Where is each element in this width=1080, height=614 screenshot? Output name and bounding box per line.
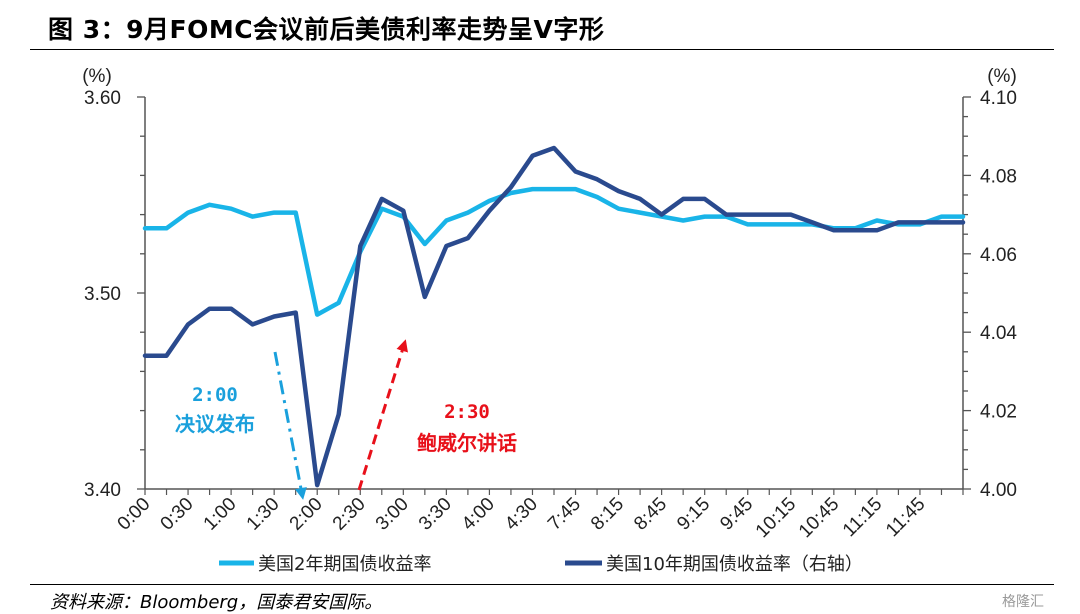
left-axis-unit: (%)	[82, 66, 112, 87]
annotation-time-decision: 2:00	[192, 384, 238, 406]
figure-title: 图 3：9月FOMC会议前后美债利率走势呈V字形	[48, 15, 605, 44]
x-tick-label: 1:00	[200, 494, 241, 535]
series-line-10y	[142, 145, 966, 488]
left-axis-ticks: 3.60 3.50 3.40	[84, 88, 145, 501]
right-tick-label: 4.10	[980, 88, 1017, 109]
annotation-arrow-decision	[273, 351, 307, 500]
x-tick-label: 9:45	[716, 494, 757, 535]
x-tick-label: 1:30	[243, 494, 284, 535]
annotation-label-decision: 决议发布	[175, 412, 255, 436]
annotation-arrow-speech	[357, 339, 408, 491]
left-tick-label: 3.50	[84, 284, 121, 305]
x-tick-label: 8:45	[630, 494, 671, 535]
x-tick-label: 2:30	[329, 494, 370, 535]
right-axis-unit: (%)	[987, 66, 1017, 87]
legend-label-10y: 美国10年期国债收益率（右轴）	[606, 554, 863, 575]
right-tick-label: 4.06	[980, 245, 1017, 266]
annotation-time-speech: 2:30	[444, 401, 490, 423]
left-tick-label: 3.40	[84, 480, 121, 501]
left-tick-label: 3.60	[84, 88, 121, 109]
x-tick-label: 11:45	[882, 494, 929, 541]
x-tick-label: 3:00	[372, 494, 413, 535]
right-tick-label: 4.00	[980, 480, 1017, 501]
right-tick-label: 4.02	[980, 402, 1017, 423]
x-tick-label: 10:15	[752, 494, 800, 542]
x-tick-label: 11:15	[839, 494, 886, 541]
series-line-2y	[142, 186, 966, 317]
title-rule	[30, 49, 1054, 50]
x-tick-label: 10:45	[795, 494, 843, 542]
x-tick-label: 9:15	[673, 494, 714, 535]
right-tick-label: 4.08	[980, 166, 1017, 187]
x-tick-label: 8:15	[587, 494, 628, 535]
right-tick-label: 4.04	[980, 323, 1017, 344]
annotation-label-speech: 鲍威尔讲话	[417, 431, 517, 455]
x-tick-label: 7:45	[544, 494, 585, 535]
source-rule	[30, 584, 1054, 585]
x-tick-label: 4:30	[501, 494, 542, 535]
x-tick-label: 3:30	[415, 494, 456, 535]
x-tick-label: 0:30	[157, 494, 198, 535]
source-note: 资料来源：Bloomberg，国泰君安国际。	[50, 592, 383, 613]
watermark-logo: 格隆汇	[1002, 594, 1044, 610]
legend-label-2y: 美国2年期国债收益率	[258, 554, 431, 575]
x-tick-label: 4:00	[458, 494, 499, 535]
x-axis-ticks: 0:00 0:30 1:00 1:30 2:00 2:30 3:00 3:30 4:00 4:30…	[114, 489, 964, 542]
right-axis-ticks: 4.10 4.08 4.06 4.04 4.02 4.00	[963, 88, 1017, 501]
x-tick-label: 2:00	[286, 494, 327, 535]
legend: 美国2年期国债收益率 美国10年期国债收益率（右轴）	[219, 554, 863, 575]
